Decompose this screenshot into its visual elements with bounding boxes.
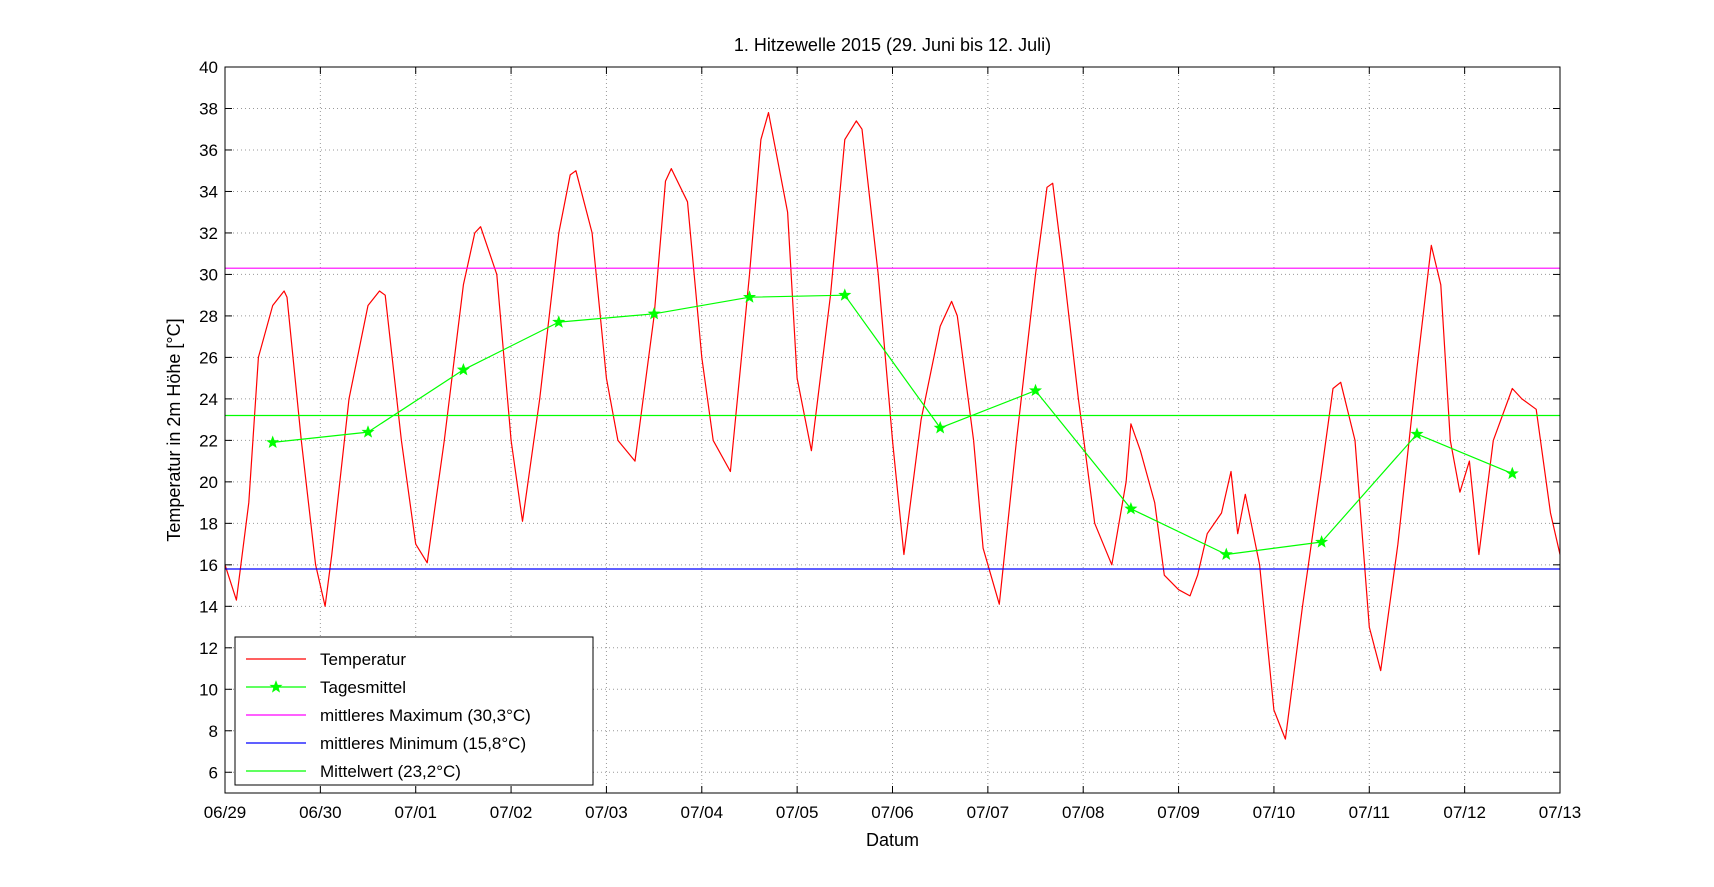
legend-entry: Tagesmittel — [320, 678, 406, 697]
x-tick-label: 07/06 — [871, 803, 914, 822]
x-tick-label: 07/09 — [1157, 803, 1200, 822]
daily-mean-point — [1029, 383, 1042, 397]
y-tick-label: 8 — [209, 722, 218, 741]
series-line-0 — [224, 111, 1561, 740]
y-tick-label: 6 — [209, 763, 218, 782]
legend-box — [234, 636, 594, 786]
y-tick-label: 38 — [199, 99, 218, 118]
daily-mean-point — [933, 421, 947, 434]
y-tick-label: 40 — [199, 58, 218, 77]
legend: Temperatur Tagesmittel mittleres Maximum (… — [234, 636, 594, 786]
x-tick-label: 07/08 — [1062, 803, 1105, 822]
x-tick-label: 07/12 — [1443, 803, 1486, 822]
y-tick-label: 24 — [199, 390, 218, 409]
y-tick-label: 12 — [199, 639, 218, 658]
y-tick-label: 10 — [199, 680, 218, 699]
x-tick-label: 07/13 — [1539, 803, 1582, 822]
chart-title: 1. Hitzewelle 2015 (29. Juni bis 12. Jul… — [734, 35, 1051, 55]
y-tick-label: 28 — [199, 307, 218, 326]
y-tick-label: 20 — [199, 473, 218, 492]
y-tick-label: 26 — [199, 348, 218, 367]
daily-mean-point — [361, 425, 375, 438]
daily-mean-point — [742, 290, 757, 303]
y-axis-label: Temperatur in 2m Höhe [°C] — [164, 318, 184, 541]
y-tick-label: 36 — [199, 141, 218, 160]
y-axis-ticks: 6 8 10 12 14 16 18 20 22 24 26 28 30 32 34 36 38 40 — [199, 58, 1560, 782]
daily-mean-point — [838, 288, 852, 301]
daily-mean-point — [647, 306, 661, 320]
x-tick-label: 07/03 — [585, 803, 628, 822]
legend-entry: Mittelwert (23,2°C) — [320, 762, 461, 781]
y-tick-label: 14 — [199, 597, 218, 616]
daily-mean-point — [1219, 547, 1233, 560]
x-tick-label: 07/02 — [490, 803, 533, 822]
legend-entry: Temperatur — [320, 650, 406, 669]
daily-mean-point — [266, 435, 280, 448]
daily-mean-point — [1505, 466, 1519, 480]
x-tick-label: 06/30 — [299, 803, 342, 822]
legend-star-marker — [269, 680, 283, 693]
y-tick-label: 30 — [199, 265, 218, 284]
y-tick-label: 34 — [199, 182, 218, 201]
daily-mean-point — [552, 315, 566, 328]
x-axis-label: Datum — [866, 830, 919, 850]
x-tick-label: 07/01 — [394, 803, 437, 822]
series-layer — [224, 111, 1561, 740]
daily-mean-point — [456, 362, 470, 376]
daily-mean-point — [1124, 501, 1138, 515]
x-tick-label: 06/29 — [204, 803, 247, 822]
x-tick-label: 07/05 — [776, 803, 819, 822]
daily-mean-point — [1410, 427, 1424, 440]
y-tick-label: 32 — [199, 224, 218, 243]
legend-entry: mittleres Minimum (15,8°C) — [320, 734, 526, 753]
y-tick-label: 16 — [199, 556, 218, 575]
x-axis-ticks: 06/29 06/30 07/01 07/02 07/03 07/04 07/05 07/06… — [204, 67, 1582, 822]
x-tick-label: 07/11 — [1349, 803, 1390, 822]
y-tick-label: 22 — [199, 431, 218, 450]
daily-mean-point — [1315, 535, 1329, 548]
y-tick-label: 18 — [199, 514, 218, 533]
legend-entry: mittleres Maximum (30,3°C) — [320, 706, 531, 725]
x-tick-label: 07/07 — [967, 803, 1010, 822]
x-tick-label: 07/10 — [1253, 803, 1296, 822]
x-tick-label: 07/04 — [681, 803, 724, 822]
series-line-1 — [272, 294, 1513, 556]
